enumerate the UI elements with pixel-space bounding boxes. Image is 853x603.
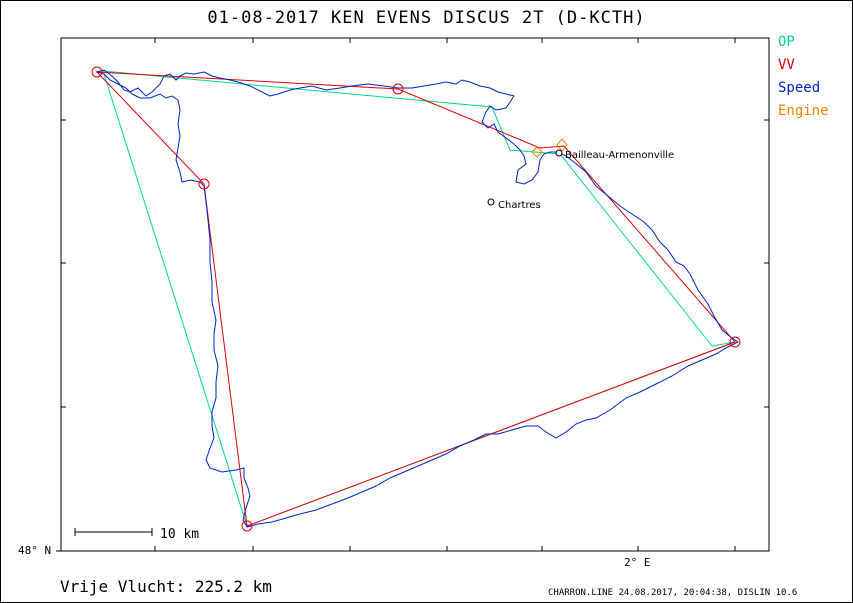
turnpoint-marker (392, 83, 404, 95)
footer-credit: CHARRON.LINE 24.08.2017, 20:04:38, DISLI… (548, 588, 798, 598)
legend-engine: Engine (778, 103, 829, 119)
turnpoint-marker (241, 520, 253, 532)
y-axis-label: 48° N (18, 544, 52, 557)
turnpoint-marker (198, 178, 210, 190)
legend-speed: Speed (778, 80, 821, 96)
op-route (102, 70, 736, 527)
map-border (60, 37, 770, 552)
turnpoint-marker (91, 66, 103, 78)
axis-ticks (56, 38, 769, 552)
place-label-bailleau: Bailleau-Armenonville (565, 150, 675, 161)
scale-label: 10 km (160, 527, 200, 542)
engine-markers (531, 138, 568, 158)
legend-op: OP (778, 34, 795, 50)
place-dot-chartres (487, 198, 495, 206)
place-dot-bailleau (555, 149, 563, 157)
engine-marker (556, 138, 568, 152)
turnpoint-marker (729, 336, 741, 348)
place-label-chartres: Chartres (498, 200, 541, 211)
engine-marker (531, 146, 543, 158)
page-title: 01-08-2017 KEN EVENS DISCUS 2T (D-KCTH) (207, 8, 646, 28)
legend-vv: VV (778, 57, 795, 73)
distance-summary: Vrije Vlucht: 225.2 km (60, 577, 272, 596)
scale-bar (74, 528, 153, 536)
vv-route (96, 71, 736, 527)
flight-track (95, 69, 739, 528)
turnpoints (91, 66, 741, 532)
x-axis-label: 2° E (624, 556, 651, 569)
